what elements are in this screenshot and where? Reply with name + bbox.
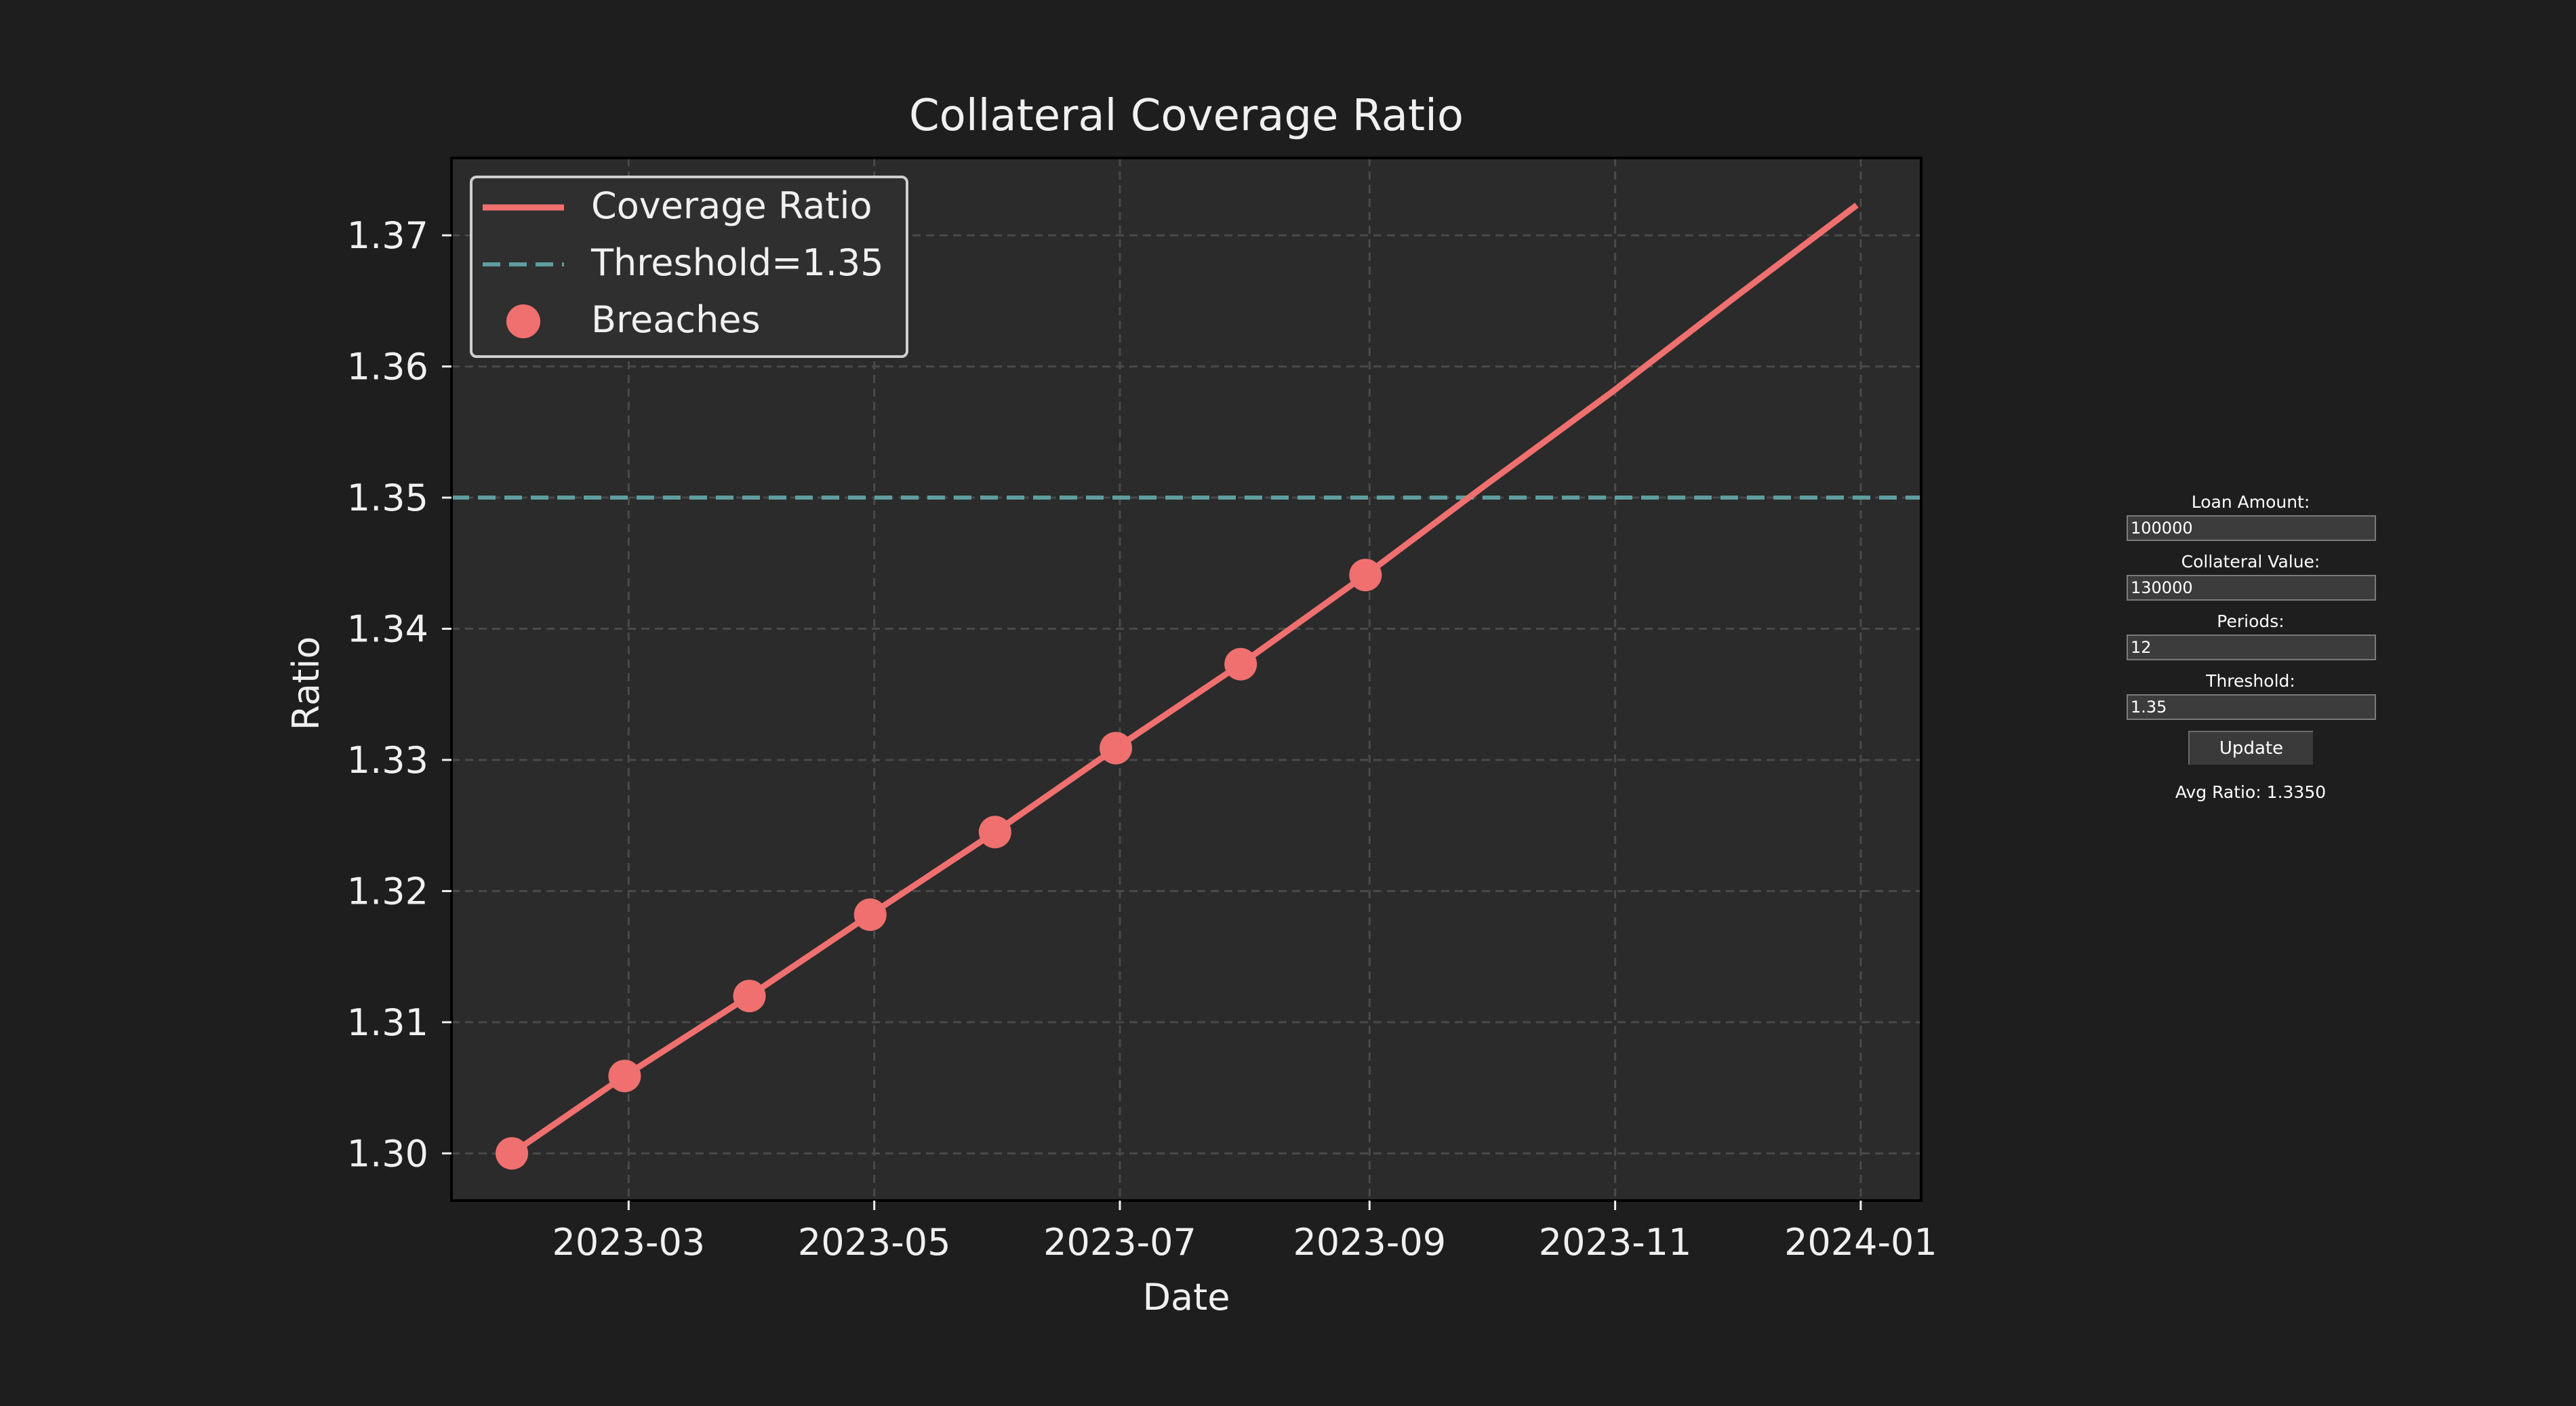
loan-amount-label: Loan Amount: (2191, 492, 2310, 512)
x-tick-label-0: 2023-03 (552, 1221, 706, 1264)
x-tick-label-2: 2023-07 (1043, 1221, 1196, 1264)
y-tick-label-1: 1.31 (347, 1001, 428, 1044)
collateral-value-label: Collateral Value: (2181, 552, 2320, 571)
periods-input[interactable] (2127, 635, 2376, 660)
breach-point-6 (1224, 647, 1257, 681)
update-button[interactable]: Update (2188, 731, 2313, 765)
avg-ratio-text: Avg Ratio: 1.3350 (2175, 782, 2327, 802)
coverage-ratio-line (510, 203, 1859, 1157)
legend-breach-label: Breaches (591, 298, 761, 341)
x-tick-label-4: 2023-11 (1539, 1221, 1692, 1264)
threshold-input[interactable] (2127, 694, 2376, 720)
y-tick-label-2: 1.32 (347, 870, 428, 912)
breach-point-4 (978, 816, 1011, 849)
x-tick-label-3: 2023-09 (1293, 1221, 1446, 1264)
y-tick-label-4: 1.34 (347, 608, 428, 651)
periods-label: Periods: (2217, 611, 2285, 631)
breach-point-1 (608, 1060, 641, 1093)
legend-coverage-label: Coverage Ratio (591, 184, 872, 227)
breach-point-5 (1100, 731, 1133, 765)
threshold-label: Threshold: (2206, 671, 2295, 691)
collateral-value-input[interactable] (2127, 575, 2376, 601)
breach-points (496, 559, 1382, 1170)
y-axis-label: Ratio (285, 637, 327, 731)
y-tick-label-7: 1.37 (347, 214, 428, 257)
control-panel: Loan Amount: Collateral Value: Periods: … (2125, 492, 2376, 802)
breach-point-2 (733, 980, 766, 1013)
chart-title: Collateral Coverage Ratio (909, 91, 1464, 141)
x-tick-label-1: 2023-05 (798, 1221, 951, 1264)
legend-breach-swatch (506, 304, 540, 338)
breach-point-0 (496, 1137, 529, 1170)
legend-box (470, 176, 908, 358)
x-axis-label: Date (1142, 1276, 1230, 1319)
breach-point-3 (853, 898, 887, 931)
loan-amount-input[interactable] (2127, 515, 2376, 541)
y-tick-label-0: 1.30 (347, 1132, 428, 1175)
breach-point-7 (1349, 559, 1382, 592)
ticks: 2023-03 2023-05 2023-07 2023-09 2023-11 2024-… (347, 214, 1937, 1264)
x-tick-label-5: 2024-01 (1784, 1221, 1937, 1264)
y-tick-label-6: 1.36 (347, 346, 428, 388)
legend-threshold-label: Threshold=1.35 (590, 241, 884, 284)
plot-frame (450, 157, 1923, 1202)
y-tick-label-3: 1.33 (347, 739, 428, 782)
y-tick-label-5: 1.35 (347, 477, 428, 519)
legend: Coverage Ratio Threshold=1.35 Breaches (470, 176, 908, 358)
